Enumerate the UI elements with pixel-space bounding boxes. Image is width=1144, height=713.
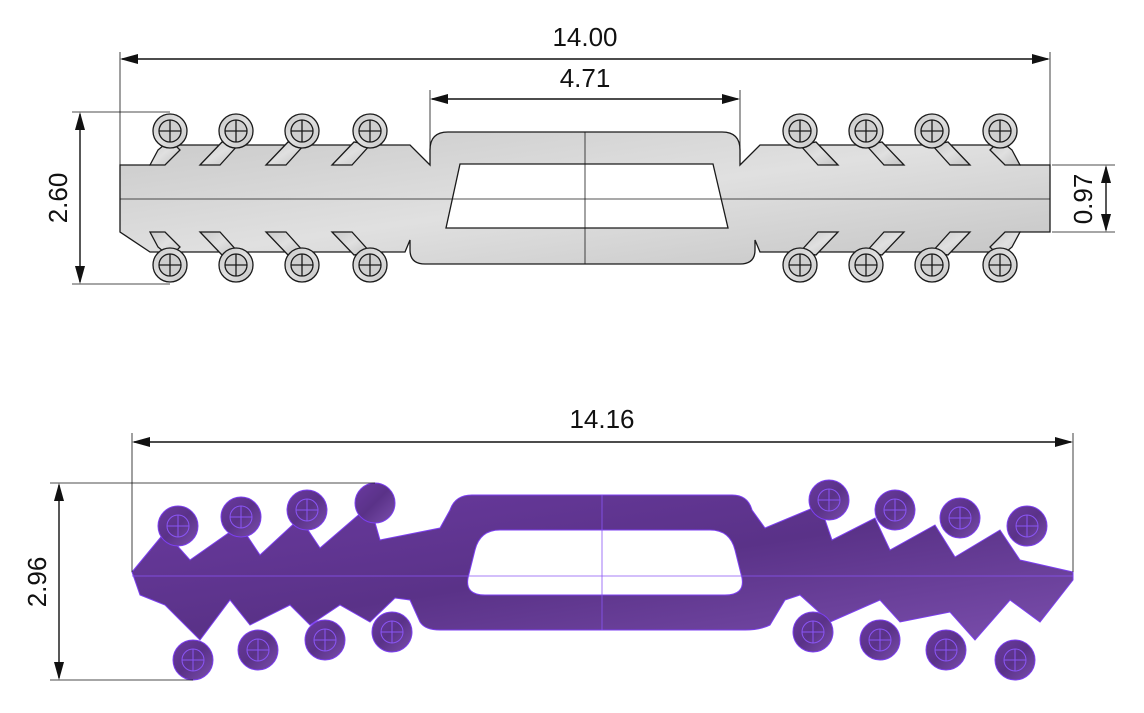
hook-br-4: [982, 231, 1022, 283]
dim-top-overall-height: 2.60: [43, 111, 170, 285]
hook-tl-3: [264, 113, 320, 166]
dim-top-band-width-label: 0.97: [1068, 174, 1098, 225]
hook-bl-3: [264, 231, 320, 283]
bottom-view: 14.16 2.96: [22, 404, 1074, 681]
top-hooks-upper: [148, 113, 1022, 166]
hook-bl-2: [198, 231, 254, 283]
hook-br-3: [914, 231, 972, 283]
top-hooks-lower: [148, 231, 1022, 283]
top-slot: [445, 163, 729, 229]
bottom-crosshairs: [166, 488, 1039, 672]
dim-bottom-overall-height-label: 2.96: [22, 557, 52, 608]
dim-top-slot-length-label: 4.71: [560, 63, 611, 93]
dim-top-overall-height-label: 2.60: [43, 173, 73, 224]
dim-bottom-overall-length-label: 14.16: [569, 404, 634, 434]
top-view: 14.00 4.71 2.60 0.97: [43, 22, 1115, 285]
dim-bottom-overall-height: 2.96: [22, 482, 375, 681]
dim-top-overall-length: 14.00: [119, 22, 1051, 165]
dim-top-overall-length-label: 14.00: [552, 22, 617, 52]
dim-top-band-width: 0.97: [1052, 164, 1115, 233]
hook-tr-1: [782, 113, 840, 166]
hook-tl-1: [148, 113, 188, 166]
hook-tl-4: [330, 113, 388, 166]
hook-tl-2: [198, 113, 254, 166]
hook-bl-1: [148, 231, 188, 283]
dim-bottom-overall-length: 14.16: [131, 404, 1074, 572]
hook-tr-2: [848, 113, 906, 166]
hook-br-1: [782, 231, 840, 283]
hook-bl-4: [330, 231, 388, 283]
hook-tr-3: [914, 113, 972, 166]
hook-ball-ul-4: [354, 482, 396, 524]
hook-tr-4: [982, 113, 1022, 166]
hook-br-2: [848, 231, 906, 283]
dim-top-slot-length: 4.71: [429, 63, 741, 150]
bottom-slot: [467, 529, 743, 596]
